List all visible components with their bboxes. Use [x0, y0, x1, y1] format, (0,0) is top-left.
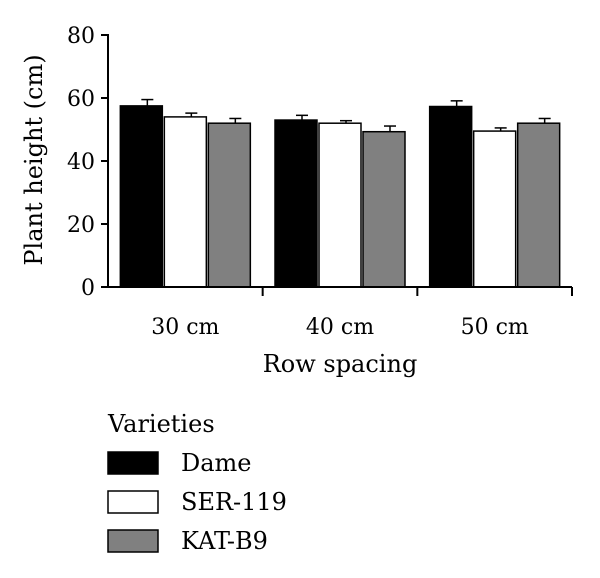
- y-axis-title: Plant height (cm): [20, 54, 48, 265]
- legend-entry: Dame: [181, 449, 252, 477]
- bar: [472, 130, 517, 288]
- x-tick-label: 40 cm: [306, 315, 374, 340]
- legend-entry: SER-119: [181, 488, 287, 516]
- legend: Varieties Dame SER-119 KAT-B9: [107, 410, 287, 555]
- y-tick-label: 80: [67, 24, 95, 49]
- legend-swatch: [107, 529, 159, 553]
- x-tick-label: 50 cm: [461, 315, 529, 340]
- x-tick-label: 30 cm: [151, 315, 219, 340]
- bar: [119, 105, 164, 288]
- y-tick-label: 20: [67, 213, 95, 238]
- y-axis: 0 20 40 60 80: [67, 24, 109, 301]
- legend-swatch: [107, 451, 159, 475]
- bar: [318, 122, 362, 288]
- bar: [516, 122, 561, 288]
- y-tick-label: 40: [67, 150, 95, 175]
- bar: [428, 105, 473, 288]
- bar: [274, 119, 318, 288]
- plot-area: [119, 98, 561, 288]
- legend-title: Varieties: [107, 410, 215, 438]
- y-tick-label: 60: [67, 87, 95, 112]
- x-axis: 30 cm 40 cm 50 cm: [108, 286, 573, 340]
- x-axis-title: Row spacing: [263, 350, 418, 378]
- legend-swatch: [107, 490, 159, 514]
- bar: [207, 122, 252, 288]
- legend-entry: KAT-B9: [181, 527, 268, 555]
- y-tick-label: 0: [81, 276, 95, 301]
- bar: [362, 130, 406, 288]
- bar: [163, 116, 208, 288]
